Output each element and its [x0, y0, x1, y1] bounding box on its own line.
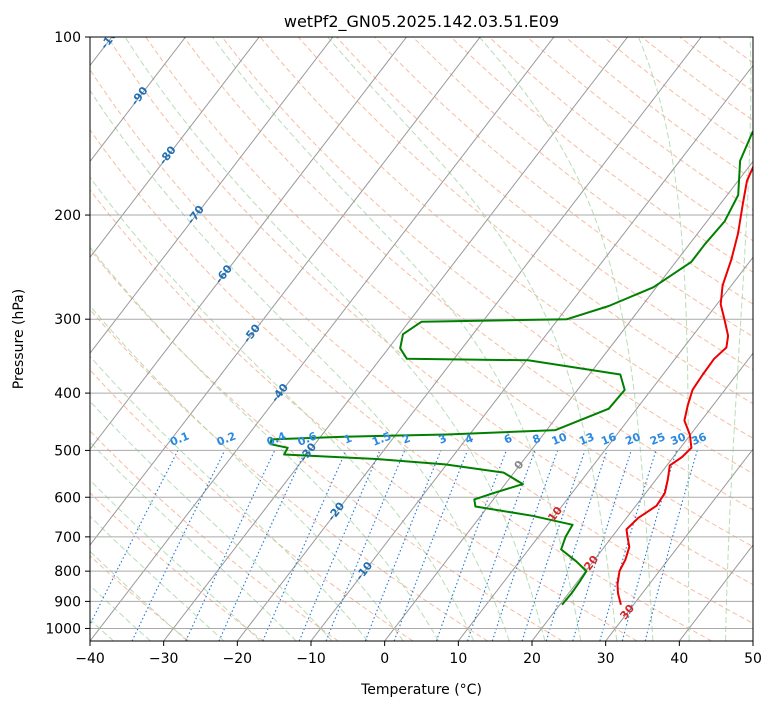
mixing-ratio-line	[262, 450, 347, 641]
mixing-ratio-label: 16	[599, 430, 618, 448]
x-tick-label: 50	[744, 651, 762, 667]
x-tick-label: −30	[149, 651, 179, 667]
dry-adiabat-line	[90, 248, 563, 641]
x-axis-label: Temperature (°C)	[360, 682, 482, 698]
moist-adiabat-line	[637, 37, 690, 641]
isotherm-line	[90, 37, 186, 163]
mixing-ratio-label: 30	[669, 430, 688, 448]
moist-adiabat-line	[479, 37, 654, 641]
moist-adiabat-line	[762, 37, 775, 641]
profiles	[269, 130, 753, 606]
y-tick-label: 300	[54, 312, 81, 328]
moist-adiabat-line	[211, 37, 582, 641]
mixing-ratio-line	[393, 450, 469, 641]
mixing-ratio-line	[325, 450, 406, 641]
mixing-ratio-label: 8	[531, 432, 543, 447]
plot-frame	[89, 36, 754, 642]
temperature-line	[616, 164, 753, 606]
mixing-ratio-line	[298, 450, 381, 641]
dewpoint-line	[269, 130, 753, 606]
dry-adiabat-line	[90, 68, 753, 624]
dry-adiabat-line	[297, 37, 753, 405]
moist-adiabat-line	[90, 246, 439, 641]
moist-adiabat-line	[90, 400, 333, 641]
x-tick-label: −20	[223, 651, 253, 667]
isotherm-line	[236, 37, 702, 641]
isotherm-line	[384, 160, 753, 641]
mixing-ratio-line	[572, 450, 632, 641]
y-tick-label: 200	[54, 208, 81, 224]
moist-adiabat-line	[327, 37, 618, 641]
y-tick-label: 1000	[45, 621, 81, 637]
moist-adiabat-line	[90, 176, 475, 641]
mixing-ratio-line	[466, 450, 536, 641]
mixing-ratio-label: 3	[437, 432, 449, 447]
mixing-ratio-label: 2	[400, 432, 412, 447]
pressure-gridlines	[90, 37, 753, 629]
isotherm-line	[90, 37, 260, 259]
y-tick-label: 600	[54, 490, 81, 506]
mixing-ratio-line	[599, 450, 657, 641]
y-tick-label: 400	[54, 386, 81, 402]
mixing-ratio-label: 10	[550, 430, 569, 448]
y-axis: 100 200 300 400 500 600 700 800 900 1000	[45, 30, 90, 637]
y-axis-label: Pressure (hPa)	[11, 289, 27, 389]
mixing-ratio-label: 36	[689, 430, 708, 448]
y-tick-label: 500	[54, 443, 81, 459]
isotherm-line	[457, 256, 753, 641]
dry-adiabat-line	[259, 37, 753, 439]
dry-adiabat-line	[107, 37, 753, 586]
moist-adiabat-line	[90, 479, 261, 641]
chart-title: wetPf2_GN05.2025.142.03.51.E09	[284, 12, 559, 32]
dry-adiabat-line	[756, 37, 775, 641]
x-axis: −40 −30 −20 −10 0 10 20 30 40 50	[75, 641, 762, 667]
mixing-ratio-line	[491, 450, 559, 641]
dry-adiabat-line	[183, 37, 753, 511]
moist-adiabat-line	[90, 89, 510, 641]
x-tick-label: −40	[75, 651, 105, 667]
thermo-backdrop	[90, 37, 775, 641]
x-tick-label: 20	[523, 651, 541, 667]
isotherm-line	[531, 352, 753, 641]
y-tick-label: 100	[54, 30, 81, 46]
isotherm-line	[90, 37, 334, 355]
dry-adiabat-line	[90, 308, 488, 641]
mixing-ratio-label: 25	[648, 430, 667, 448]
mixing-ratio-line	[545, 450, 608, 641]
isotherm-line	[90, 37, 555, 641]
x-tick-label: 30	[597, 651, 615, 667]
mixing-ratio-line	[90, 450, 179, 626]
dry-adiabat-line	[412, 37, 753, 305]
dry-adiabat-line	[90, 492, 264, 641]
x-tick-label: 10	[449, 651, 467, 667]
x-tick-label: −10	[296, 651, 326, 667]
moist-adiabat-line	[90, 305, 404, 641]
x-tick-label: 0	[380, 651, 389, 667]
mixing-ratio-label: 13	[577, 430, 596, 448]
y-tick-label: 700	[54, 530, 81, 546]
isotherm-line	[752, 640, 753, 641]
moist-adiabat-line	[725, 37, 752, 641]
mixing-ratio-line	[218, 450, 307, 641]
isotherm-line	[90, 37, 407, 450]
mixing-ratio-line	[364, 450, 442, 641]
x-tick-label: 40	[670, 651, 688, 667]
y-tick-label: 800	[54, 564, 81, 580]
moist-adiabat-line	[124, 37, 546, 641]
isotherm-line	[90, 37, 481, 546]
isotherm-line	[605, 448, 753, 641]
moist-adiabat-line	[90, 355, 369, 641]
isotherm-line	[163, 37, 628, 641]
y-tick-label: 900	[54, 594, 81, 610]
mixing-ratio-label: 20	[623, 430, 642, 448]
mixing-ratio-line	[644, 450, 698, 641]
mixing-ratio-line	[521, 450, 586, 641]
moist-adiabat-line	[90, 441, 297, 641]
mixing-ratio-label: 1	[342, 432, 354, 447]
dry-adiabat-line	[374, 37, 753, 338]
isotherm-line	[310, 64, 753, 641]
plot-area	[90, 37, 753, 641]
dry-adiabat-line	[90, 555, 190, 641]
